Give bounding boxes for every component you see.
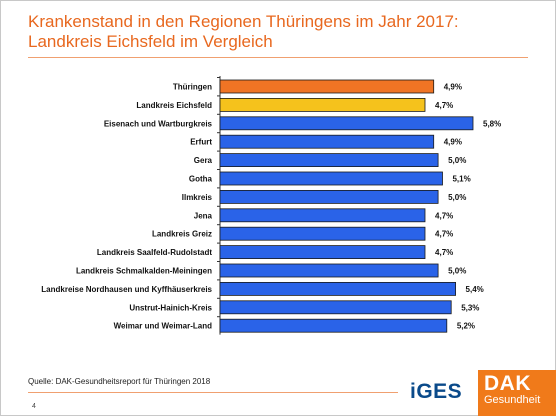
bar xyxy=(219,300,452,315)
value-label: 4,7% xyxy=(435,248,453,257)
bar xyxy=(219,208,426,223)
value-label: 5,0% xyxy=(448,156,466,165)
value-label: 4,7% xyxy=(435,101,453,110)
value-label: 4,9% xyxy=(444,138,462,147)
category-label: Landkreise Nordhausen und Kyffhäuserkrei… xyxy=(41,285,212,294)
bar xyxy=(219,79,435,94)
value-label: 5,8% xyxy=(483,119,501,128)
bar xyxy=(219,153,439,168)
value-label: 5,0% xyxy=(448,193,466,202)
category-label: Unstrut-Hainich-Kreis xyxy=(129,303,212,312)
value-label: 4,9% xyxy=(444,83,462,92)
bar xyxy=(219,226,426,241)
category-label: Landkreis Saalfeld-Rudolstadt xyxy=(97,248,212,257)
page-number: 4 xyxy=(32,403,36,410)
bar xyxy=(219,189,439,204)
value-label: 5,1% xyxy=(452,175,470,184)
bar xyxy=(219,318,448,333)
bar xyxy=(219,281,457,296)
bar xyxy=(219,98,426,112)
value-label: 4,7% xyxy=(435,211,453,220)
category-label: Landkreis Schmalkalden-Meiningen xyxy=(76,267,212,276)
category-label: Gotha xyxy=(189,175,213,184)
category-label: Erfurt xyxy=(190,138,212,147)
dak-logo-subtext: Gesundheit xyxy=(484,394,541,406)
value-label: 5,4% xyxy=(466,285,484,294)
category-label: Gera xyxy=(194,156,213,165)
bar xyxy=(219,263,439,278)
footer-divider xyxy=(28,392,398,393)
category-label: Thüringen xyxy=(173,83,212,92)
category-label: Landkreis Greiz xyxy=(152,230,212,239)
category-label: Weimar und Weimar-Land xyxy=(114,322,213,331)
category-label: Landkreis Eichsfeld xyxy=(136,101,212,110)
value-label: 4,7% xyxy=(435,230,453,239)
category-label: Eisenach und Wartburgkreis xyxy=(104,119,213,128)
category-label: Jena xyxy=(194,211,213,220)
title-divider xyxy=(28,57,528,58)
source-note: Quelle: DAK-Gesundheitsreport für Thürin… xyxy=(28,377,211,386)
value-label: 5,2% xyxy=(457,322,475,331)
dak-logo-text: DAK xyxy=(484,372,531,395)
bar xyxy=(219,171,443,186)
value-label: 5,0% xyxy=(448,267,466,276)
value-label: 5,3% xyxy=(461,303,479,312)
bar xyxy=(219,134,435,149)
bar xyxy=(219,245,426,260)
bar xyxy=(219,116,474,131)
page-title: Krankenstand in den Regionen Thüringens … xyxy=(28,12,459,51)
category-label: Ilmkreis xyxy=(182,193,213,202)
iges-logo: iGES xyxy=(410,380,463,403)
dak-logo: DAK Gesundheit xyxy=(478,370,556,416)
